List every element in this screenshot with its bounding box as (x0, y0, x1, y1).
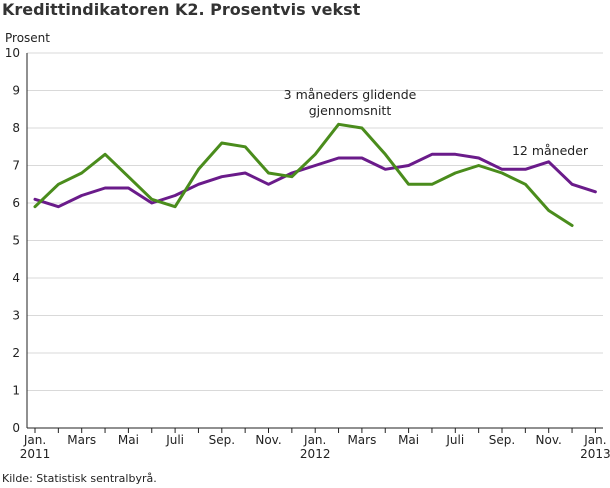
source-note: Kilde: Statistisk sentralbyrå. (2, 472, 157, 485)
x-tick-label: Sep. (209, 433, 235, 447)
x-tick-label: Mars (67, 433, 96, 447)
y-tick-label-7: 7 (12, 159, 20, 173)
series-label-1: 3 måneders glidende (284, 87, 417, 102)
x-tick-label: Mai (118, 433, 139, 447)
x-tick-label: Juli (445, 433, 464, 447)
y-tick-label-10: 10 (5, 46, 20, 60)
x-tick-label: Mars (347, 433, 376, 447)
x-tick-label: Jan. (23, 433, 46, 447)
y-tick-label-1: 1 (12, 384, 20, 398)
y-tick-label-6: 6 (12, 196, 20, 210)
y-tick-label-4: 4 (12, 271, 20, 285)
y-tick-label-0: 0 (12, 421, 20, 435)
series-lines (33, 122, 597, 227)
x-tick-label: Nov. (536, 433, 562, 447)
y-axis-label: Prosent (5, 31, 50, 45)
series-line-12-maneder (33, 152, 597, 209)
y-tick-label-2: 2 (12, 346, 20, 360)
x-tick-label: Juli (165, 433, 184, 447)
x-tick-year-label: 2011 (20, 447, 51, 461)
x-tick-label: Jan. (303, 433, 326, 447)
y-tick-label-8: 8 (12, 121, 20, 135)
y-tick-label-9: 9 (12, 84, 20, 98)
x-tick-label: Jan. (583, 433, 606, 447)
x-tick-label: Mai (398, 433, 419, 447)
axes (26, 53, 603, 433)
x-tick-year-label: 2012 (300, 447, 331, 461)
series-label-0: 12 måneder (512, 143, 589, 158)
y-tick-labels: 0 1 2 3 4 5 6 7 8 9 10 (5, 46, 20, 435)
y-tick-label-5: 5 (12, 234, 20, 248)
x-tick-year-label: 2013 (580, 447, 610, 461)
x-tick-label: Nov. (255, 433, 281, 447)
y-tick-label-3: 3 (12, 309, 20, 323)
series-label-1: gjennomsnitt (309, 103, 392, 118)
series-labels: 12 måneder 3 måneders glidendegjennomsnit… (284, 87, 589, 158)
series-line-3-maneders-glidende (33, 122, 574, 227)
x-tick-label: Sep. (489, 433, 515, 447)
chart-title: Kredittindikatoren K2. Prosentvis vekst (2, 0, 361, 19)
